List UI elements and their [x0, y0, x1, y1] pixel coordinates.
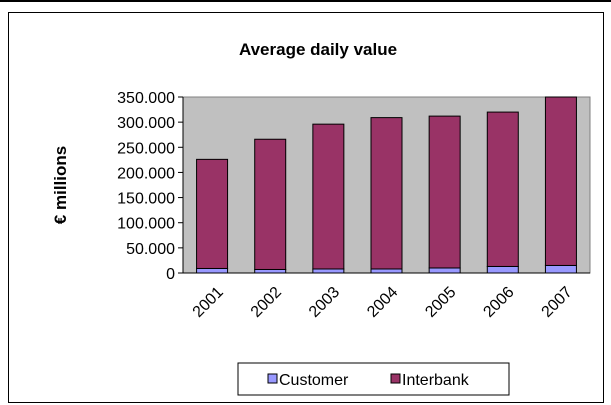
top-rule — [0, 0, 611, 2]
bar-customer-2007 — [544, 264, 577, 274]
x-tick-label: 2006 — [480, 284, 517, 321]
bar-interbank-2006 — [486, 111, 519, 267]
y-axis-label: € millions — [51, 146, 70, 224]
bar-interbank-2003 — [312, 123, 345, 270]
bar-interbank-2007 — [544, 96, 577, 266]
bar-customer-2006 — [486, 265, 519, 274]
y-tick-label: 350.000 — [117, 90, 175, 107]
bar-customer-2005 — [428, 267, 461, 274]
chart-title: Average daily value — [239, 40, 397, 59]
x-axis-ticks: 2001 2002 2003 2004 2005 2006 2007 — [183, 272, 590, 321]
y-axis-ticks: 0 50.000 100.000 150.000 200.000 250.000 300.0… — [117, 90, 184, 283]
x-tick-label: 2007 — [539, 284, 576, 321]
x-tick-label: 2003 — [306, 284, 343, 321]
x-tick-label: 2005 — [422, 284, 459, 321]
x-tick-label: 2001 — [190, 284, 227, 321]
bar-interbank-2004 — [370, 117, 403, 270]
bars — [196, 96, 577, 274]
bar-customer-2002 — [254, 268, 287, 274]
bar-customer-2004 — [370, 268, 403, 274]
y-tick-label: 150.000 — [117, 191, 175, 208]
bar-interbank-2001 — [196, 158, 229, 269]
y-tick-label: 0 — [166, 266, 175, 283]
y-tick-label: 100.000 — [117, 216, 175, 233]
bar-interbank-2005 — [428, 115, 461, 269]
bar-customer-2003 — [312, 268, 345, 274]
y-tick-label: 200.000 — [117, 165, 175, 182]
bar-interbank-2002 — [254, 138, 287, 270]
legend-label: Interbank — [402, 372, 470, 389]
x-tick-label: 2004 — [364, 284, 401, 321]
legend-swatch — [267, 373, 278, 384]
bar-customer-2001 — [196, 267, 229, 274]
x-tick-label: 2002 — [248, 284, 285, 321]
y-tick-label: 50.000 — [126, 241, 175, 258]
legend-swatch — [390, 373, 401, 384]
legend-box — [237, 362, 510, 396]
legend-label: Customer — [279, 372, 349, 389]
y-tick-label: 300.000 — [117, 115, 175, 132]
legend: Customer Interbank — [237, 362, 510, 396]
y-tick-label: 250.000 — [117, 140, 175, 157]
